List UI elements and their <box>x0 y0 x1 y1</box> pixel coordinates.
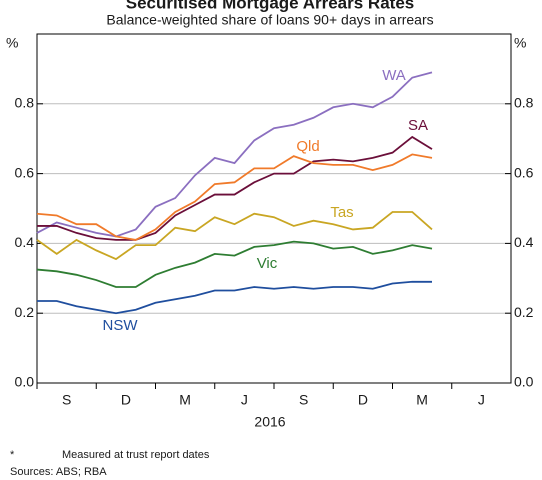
series-line <box>36 71 433 238</box>
series-label: NSW <box>103 317 139 334</box>
series-line <box>36 153 433 241</box>
x-tick-label: S <box>62 392 71 408</box>
series-label: WA <box>382 67 406 84</box>
footnote: Measured at trust report dates <box>62 449 210 461</box>
y-tick-label-right: 0.4 <box>514 234 534 250</box>
x-tick-label: S <box>299 392 308 408</box>
y-tick-label-right: 0.8 <box>514 95 534 111</box>
y-unit-left: % <box>6 35 18 51</box>
y-tick-label-right: 0.0 <box>514 374 534 390</box>
chart-title: Securitised Mortgage Arrears Rates <box>126 0 414 12</box>
series-label: Vic <box>257 255 278 272</box>
y-tick-label: 0.2 <box>15 304 35 320</box>
y-tick-label: 0.0 <box>15 374 35 390</box>
series-line <box>36 240 433 288</box>
y-tick-label-right: 0.6 <box>514 164 534 180</box>
x-tick-label: J <box>478 392 485 408</box>
series-line <box>37 280 432 315</box>
y-tick-label: 0.6 <box>15 164 35 180</box>
x-tick-label: D <box>121 392 131 408</box>
x-tick-label: D <box>358 392 368 408</box>
sources: Sources: ABS; RBA <box>10 466 107 478</box>
y-tick-label: 0.4 <box>15 234 35 250</box>
series-label: Tas <box>330 204 353 221</box>
series-label: SA <box>408 117 428 134</box>
y-unit-right: % <box>514 35 526 51</box>
x-tick-label: J <box>241 392 248 408</box>
series-line <box>36 211 433 261</box>
x-tick-label: M <box>179 392 191 408</box>
x-year-label: 2016 <box>254 414 285 430</box>
series-line <box>37 135 433 241</box>
chart-subtitle: Balance-weighted share of loans 90+ days… <box>106 12 433 28</box>
x-tick-label: M <box>416 392 428 408</box>
y-tick-label-right: 0.2 <box>514 304 534 320</box>
y-tick-label: 0.8 <box>15 95 35 111</box>
footnote-marker: * <box>10 449 15 461</box>
series-label: Qld <box>296 138 319 155</box>
